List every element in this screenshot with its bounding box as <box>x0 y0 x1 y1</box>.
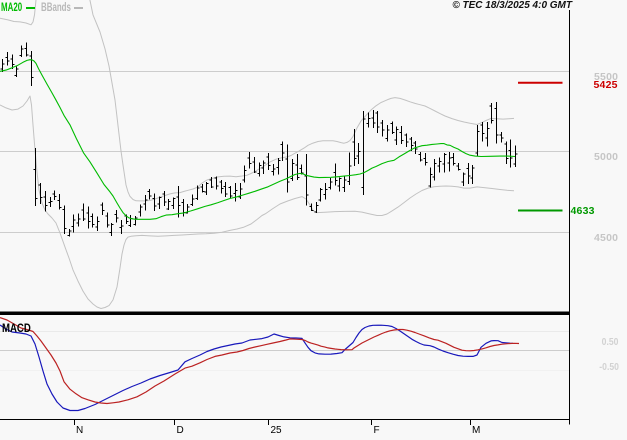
x-label-25: 25 <box>270 424 282 436</box>
x-label-M: M <box>472 424 481 436</box>
x-axis-ticks <box>74 419 471 425</box>
bband-upper-path-1 <box>89 0 515 202</box>
macd-path <box>0 324 514 412</box>
ohlc-bars-path <box>0 42 518 237</box>
macd-curves <box>0 317 520 412</box>
macd-scale-label-0.50: 0.50 <box>601 335 619 348</box>
bband-upper-path-0 <box>0 0 37 26</box>
price-gridlines <box>0 71 570 233</box>
macd-signal-path <box>0 317 520 405</box>
alert-lines <box>518 81 563 212</box>
chart-frame <box>0 10 570 425</box>
price-bars <box>0 42 518 237</box>
legend-bbands-dash-icon <box>74 7 83 9</box>
price-label-5000: 5000 <box>594 151 619 164</box>
macd-panel-label: MACD <box>2 320 31 335</box>
legend-ma20-dash-icon <box>26 7 35 9</box>
x-label-D: D <box>176 424 184 436</box>
copyright-text: © TEC 18/3/2025 4:0 GMT <box>452 0 572 11</box>
legend-bbands-label: BBands <box>41 0 71 14</box>
bollinger-bands <box>0 0 515 309</box>
bband-lower-path <box>0 95 515 309</box>
x-label-F: F <box>373 424 380 436</box>
x-label-N: N <box>76 424 84 436</box>
price-label-4500: 4500 <box>594 232 619 245</box>
macd-scale-label--0.50: -0.50 <box>598 361 619 374</box>
price-label-5500: 5500 <box>594 71 619 84</box>
alert-label-4633: 4633 <box>570 204 595 217</box>
alert-label-5425: 5425 <box>593 78 618 91</box>
ma20-line <box>0 59 516 220</box>
ma20-path <box>0 59 516 220</box>
panel-separator <box>0 311 570 315</box>
legend-ma20-label: MA20 <box>1 0 23 14</box>
